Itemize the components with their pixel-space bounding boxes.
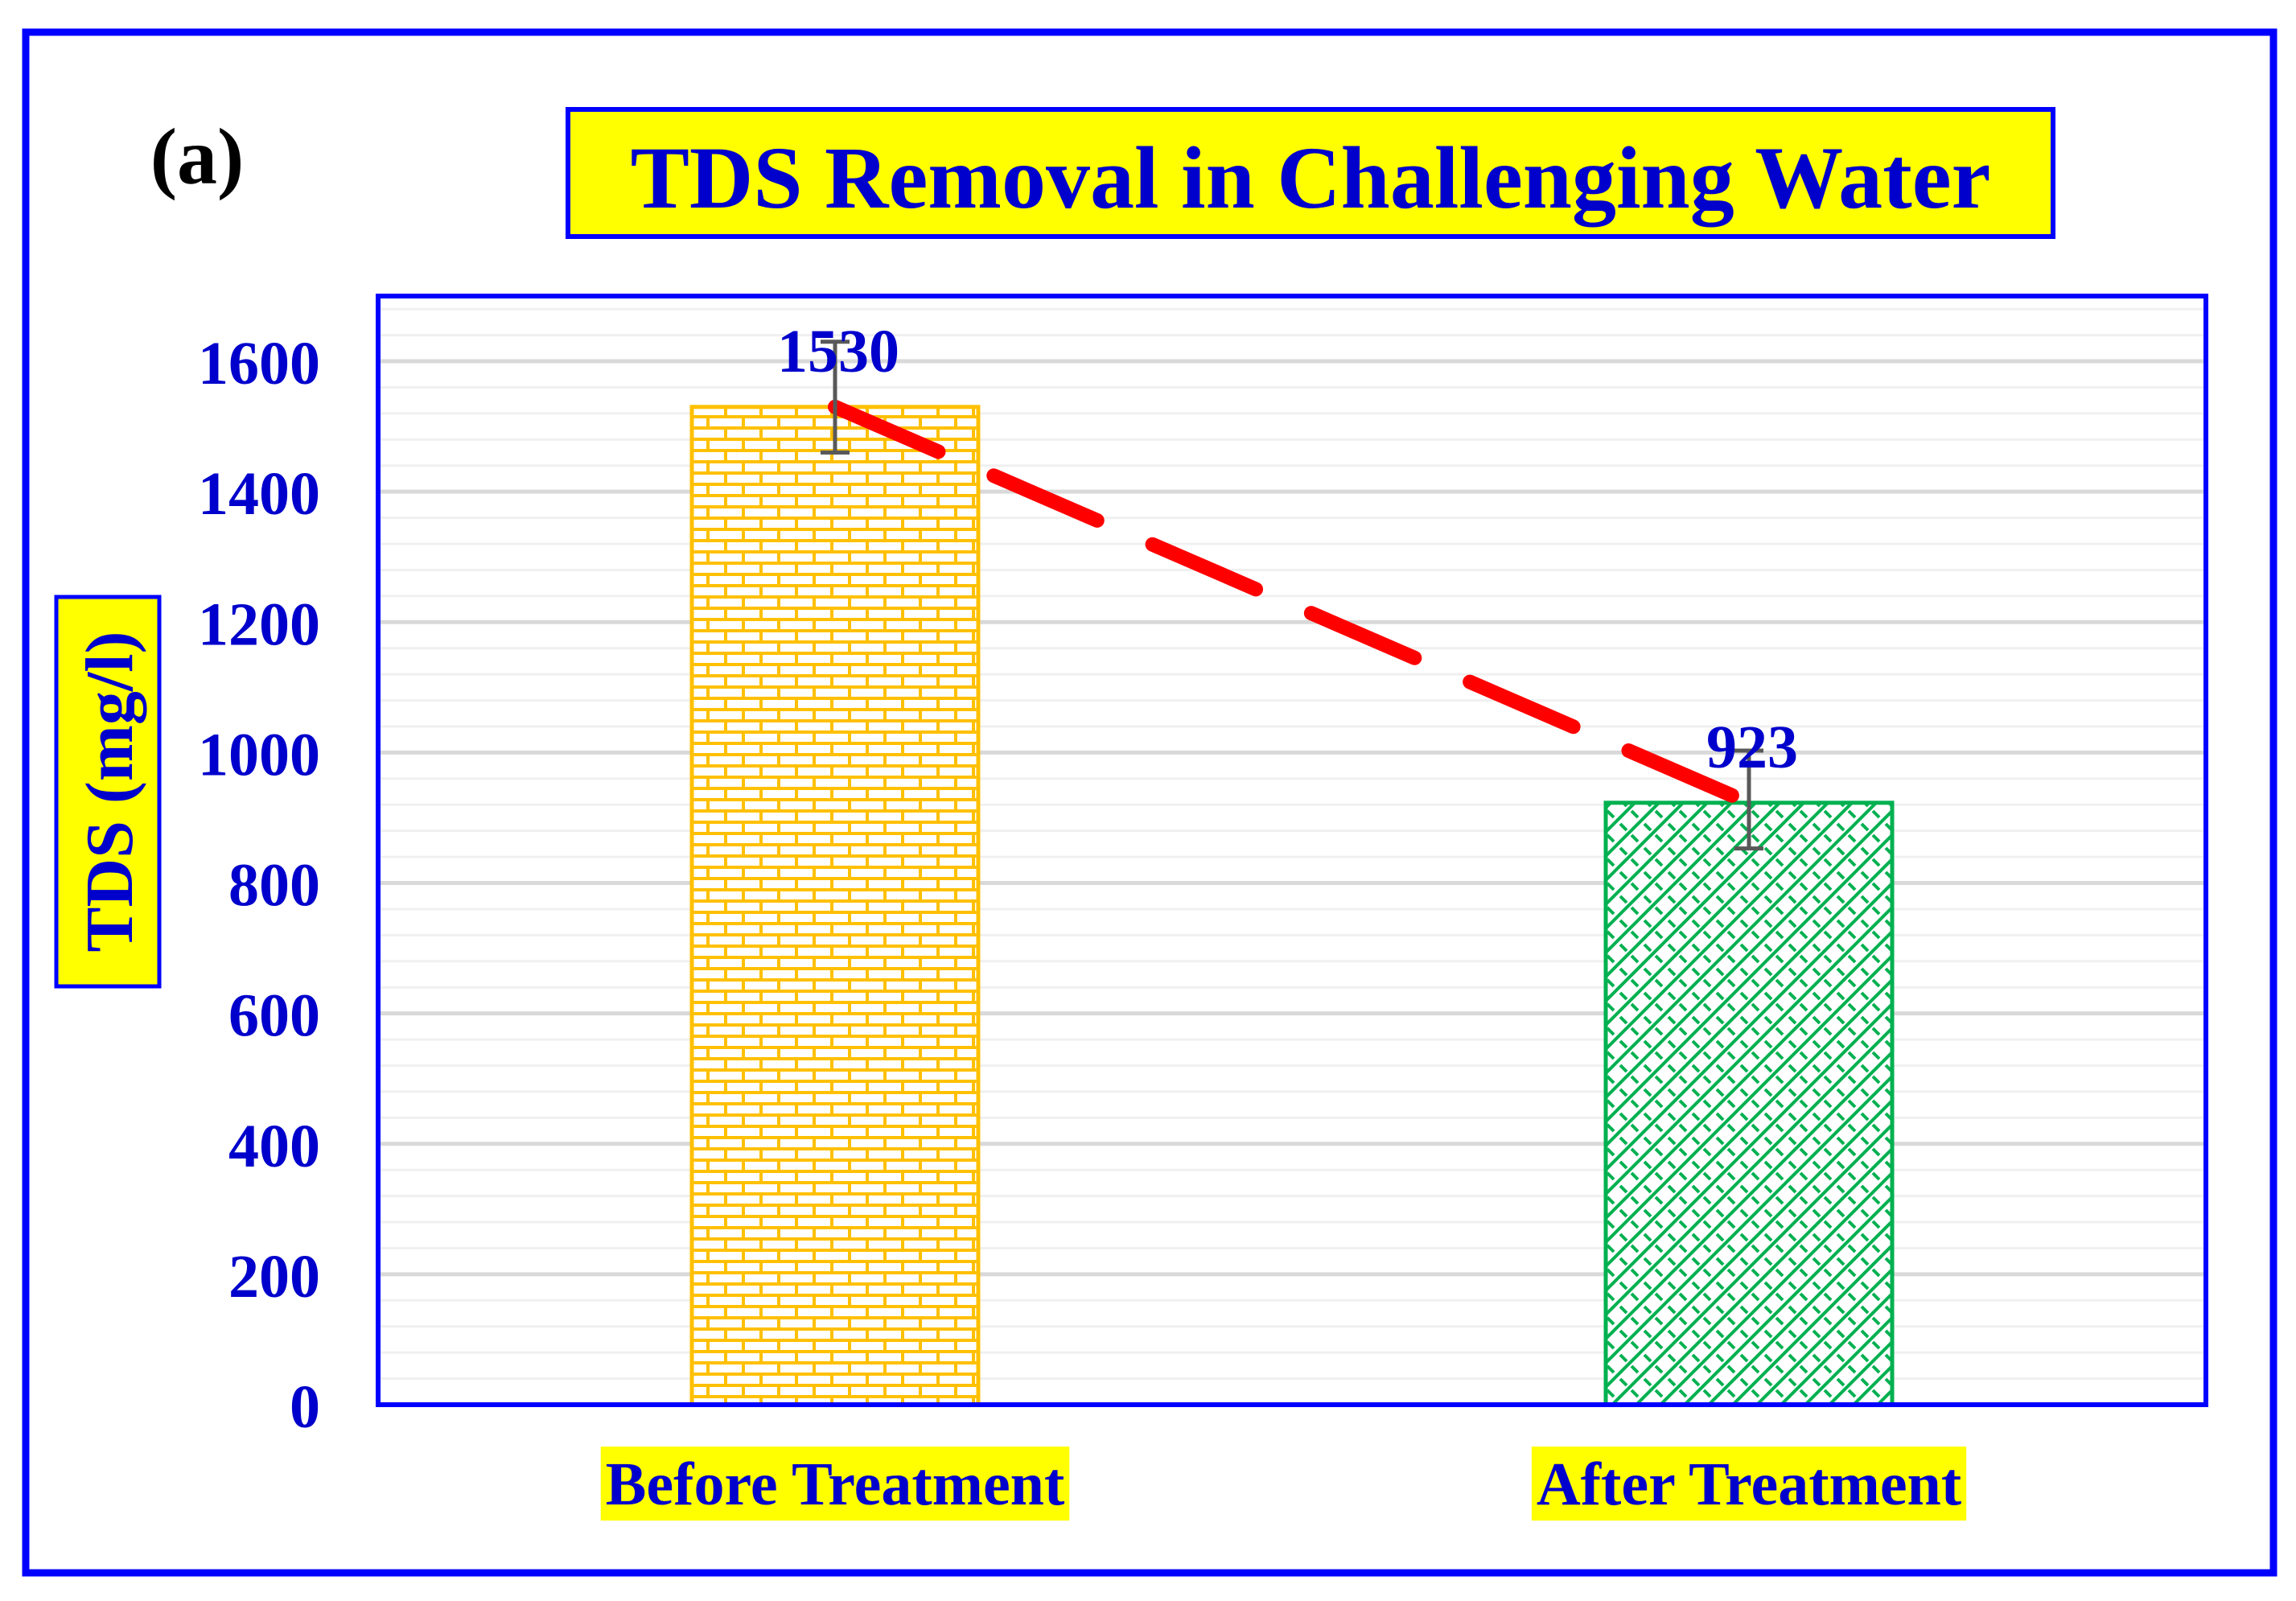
- y-tick-label: 1600: [198, 330, 320, 397]
- error-bars: [821, 340, 1763, 851]
- y-tick-label: 200: [228, 1243, 320, 1311]
- y-axis-title: TDS (mg/l): [72, 632, 147, 953]
- plot-area: [376, 294, 2208, 1407]
- y-tick-label: 600: [228, 982, 320, 1050]
- x-label-highlight: [600, 1447, 1070, 1521]
- data-label: 1530: [777, 318, 899, 385]
- y-tick-label: 800: [228, 852, 320, 920]
- chart-title: TDS Removal in Challenging Water: [631, 129, 1991, 227]
- y-axis: 0 200 400 600 800 1000 1200 1400 1600: [198, 330, 320, 1441]
- x-label-highlight: [1531, 1447, 1967, 1521]
- bar: [689, 405, 981, 1407]
- x-axis: Before Treatment After Treatment: [600, 1447, 1967, 1521]
- data-label: 923: [1706, 714, 1798, 781]
- panel-label: (a): [150, 112, 245, 201]
- trend-dashed-line: [828, 399, 1756, 810]
- trend-line: [828, 399, 1756, 810]
- y-tick-label: 0: [290, 1373, 320, 1441]
- x-tick-label: After Treatment: [1537, 1451, 1961, 1518]
- y-tick-label: 1400: [198, 460, 320, 528]
- gridlines: [378, 307, 2206, 1381]
- bar: [1603, 800, 1895, 1407]
- y-axis-title-box: [54, 595, 162, 989]
- bars: [689, 405, 1895, 1407]
- y-tick-label: 400: [228, 1113, 320, 1180]
- data-labels: 1530 923: [777, 318, 1798, 781]
- x-tick-label: Before Treatment: [606, 1451, 1065, 1518]
- y-tick-label: 1200: [198, 591, 320, 658]
- title-box: [566, 107, 2055, 239]
- plot-frame: [376, 294, 2208, 1407]
- y-tick-label: 1000: [198, 721, 320, 788]
